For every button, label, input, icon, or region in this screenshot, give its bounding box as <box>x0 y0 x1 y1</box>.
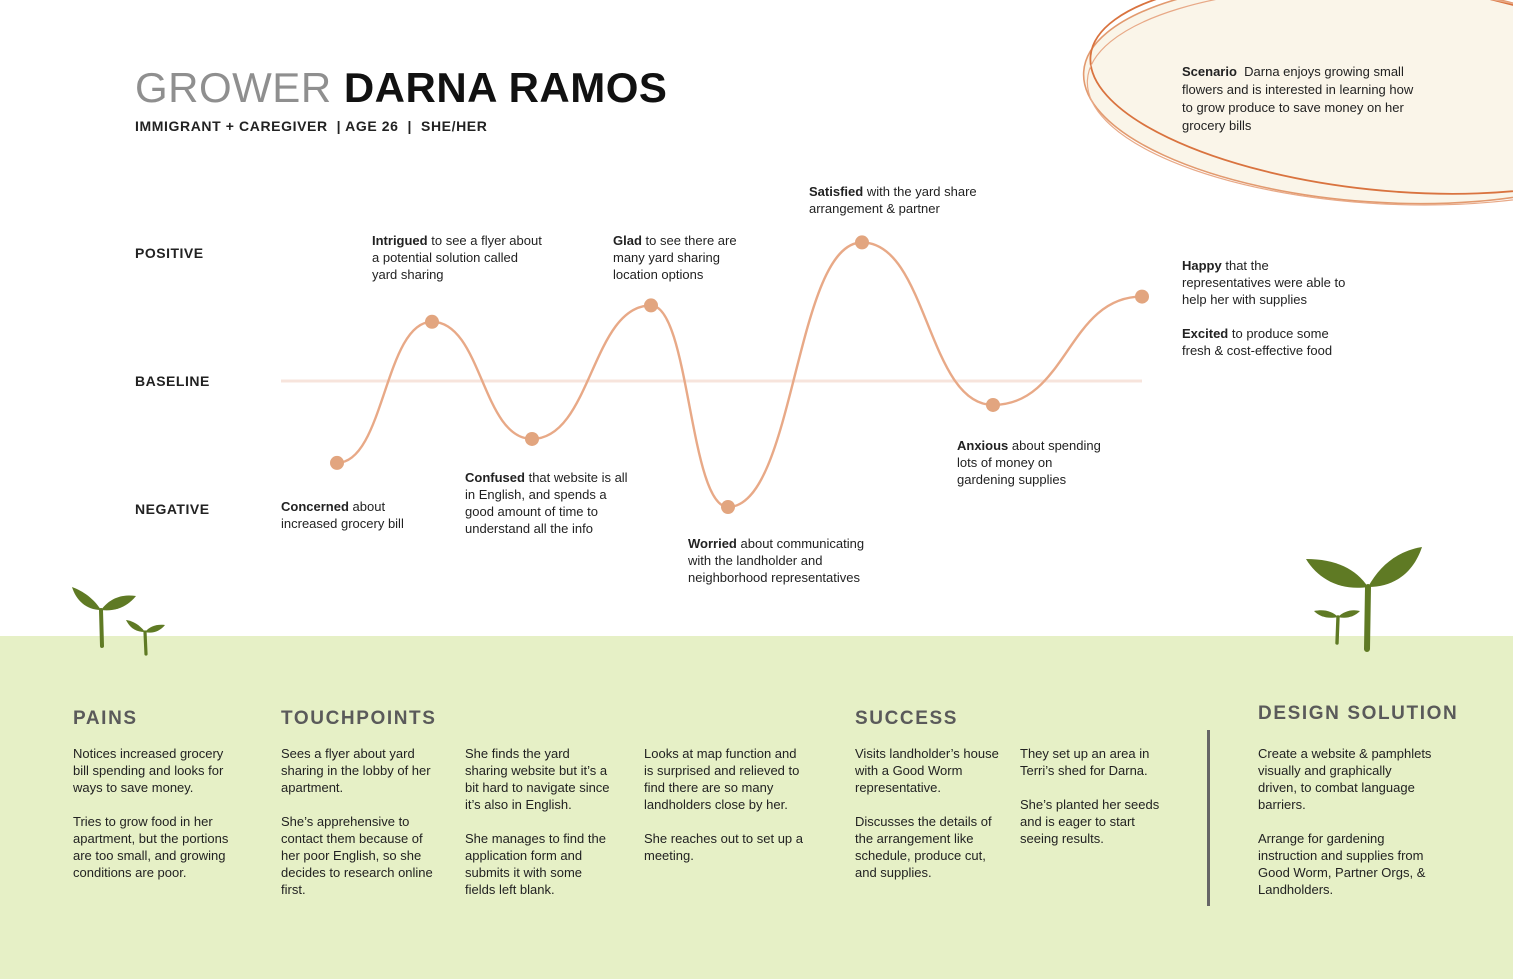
persona-subtitle: IMMIGRANT + CAREGIVER | AGE 26 | SHE/HER <box>135 118 488 134</box>
axis-label-negative: NEGATIVE <box>135 501 210 517</box>
pains-paragraph: Notices increased grocery bill spending … <box>73 746 224 795</box>
note-text: about increased grocery bill <box>281 499 404 531</box>
scenario-label: Scenario <box>1182 64 1237 79</box>
success-paragraph: Visits landholder’s house with a Good Wo… <box>855 746 999 795</box>
note-text: to produce some fresh & cost-effective f… <box>1182 326 1333 358</box>
note-text: to see a flyer about a potential solutio… <box>372 233 542 282</box>
touchpoint-paragraph: She finds the yard sharing website but i… <box>465 746 610 812</box>
note-concerned: Concerned about increased grocery bill <box>281 498 431 532</box>
note-worried: Worried about communicating with the lan… <box>688 535 888 586</box>
design-solution-heading: DESIGN SOLUTION <box>1258 703 1459 724</box>
axis-label-baseline: BASELINE <box>135 373 210 389</box>
touchpoint-paragraph: She reaches out to set up a meeting. <box>644 831 803 863</box>
scenario-body: Darna enjoys growing small flowers and i… <box>1182 64 1414 133</box>
emotion-journey-chart <box>281 235 1149 514</box>
touchpoint-paragraph: Looks at map function and is surprised a… <box>644 746 800 812</box>
sprout-pair-right-icon <box>1306 547 1422 652</box>
success-paragraph: Discusses the details of the arrangement… <box>855 814 992 880</box>
note-emotion: Worried <box>688 536 737 551</box>
note-emotion: Glad <box>613 233 642 248</box>
note-text: that website is all in English, and spen… <box>465 470 628 536</box>
note-satisfied: Satisfied with the yard share arrangemen… <box>809 183 999 217</box>
note-emotion: Concerned <box>281 499 349 514</box>
note-text: about communicating with the landholder … <box>688 536 865 585</box>
touchpoint-paragraph: Sees a flyer about yard sharing in the l… <box>281 746 431 795</box>
persona-name: DARNA RAMOS <box>343 64 668 111</box>
persona-role: GROWER <box>135 64 332 111</box>
note-glad: Glad to see there are many yard sharing … <box>613 232 763 283</box>
note-text: to see there are many yard sharing locat… <box>613 233 737 282</box>
touchpoints-column-1: Sees a flyer about yard sharing in the l… <box>281 745 441 898</box>
scenario-text: Scenario Darna enjoys growing small flow… <box>1182 63 1422 135</box>
touchpoints-column-3: Looks at map function and is surprised a… <box>644 745 804 864</box>
note-emotion: Satisfied <box>809 184 864 199</box>
design-solution-paragraph: Arrange for gardening instruction and su… <box>1258 831 1426 897</box>
pains-paragraph: Tries to grow food in her apartment, but… <box>73 814 229 880</box>
touchpoint-paragraph: She’s apprehensive to contact them becau… <box>281 814 433 897</box>
success-column-2: They set up an area in Terri’s shed for … <box>1020 745 1175 847</box>
note-emotion: Intrigued <box>372 233 428 248</box>
pains-column: Notices increased grocery bill spending … <box>73 745 233 881</box>
journey-point-worried <box>721 500 735 514</box>
success-paragraph: She’s planted her seeds and is eager to … <box>1020 797 1160 846</box>
design-solution-paragraph: Create a website & pamphlets visually an… <box>1258 746 1432 812</box>
journey-point-anxious <box>986 397 1000 412</box>
journey-point-concerned <box>330 455 344 470</box>
journey-point-satisfied <box>855 235 869 250</box>
design-solution-column: Create a website & pamphlets visually an… <box>1258 745 1433 898</box>
section-divider <box>1207 730 1210 906</box>
note-excited: Excited to produce some fresh & cost-eff… <box>1182 325 1352 359</box>
note-happy: Happy that the representatives were able… <box>1182 257 1352 308</box>
note-confused: Confused that website is all in English,… <box>465 469 630 537</box>
note-text: that the representatives were able to he… <box>1182 258 1346 307</box>
scenario-blob <box>1082 0 1513 206</box>
journey-point-intrigued <box>425 314 439 329</box>
note-anxious: Anxious about spending lots of money on … <box>957 437 1112 488</box>
note-emotion: Confused <box>465 470 525 485</box>
touchpoints-column-2: She finds the yard sharing website but i… <box>465 745 615 898</box>
axis-label-positive: POSITIVE <box>135 245 204 261</box>
touchpoint-paragraph: She manages to find the application form… <box>465 831 606 897</box>
note-emotion: Happy <box>1182 258 1222 273</box>
sprout-pair-left-icon <box>72 587 165 656</box>
success-column-1: Visits landholder’s house with a Good Wo… <box>855 745 1005 881</box>
note-text: about spending lots of money on gardenin… <box>957 438 1101 487</box>
journey-point-glad <box>644 298 658 313</box>
success-heading: SUCCESS <box>855 708 959 729</box>
note-emotion: Excited <box>1182 326 1229 341</box>
pains-heading: PAINS <box>73 708 138 729</box>
note-intrigued: Intrigued to see a flyer about a potenti… <box>372 232 542 283</box>
emotion-curve <box>336 241 1143 509</box>
journey-point-happy <box>1135 289 1149 304</box>
note-emotion: Anxious <box>957 438 1009 453</box>
persona-title: GROWER DARNA RAMOS <box>135 64 667 112</box>
note-text: with the yard share arrangement & partne… <box>809 184 977 216</box>
journey-point-confused <box>525 431 539 446</box>
ground-band <box>0 636 1513 979</box>
success-paragraph: They set up an area in Terri’s shed for … <box>1020 746 1150 778</box>
touchpoints-heading: TOUCHPOINTS <box>281 708 437 729</box>
